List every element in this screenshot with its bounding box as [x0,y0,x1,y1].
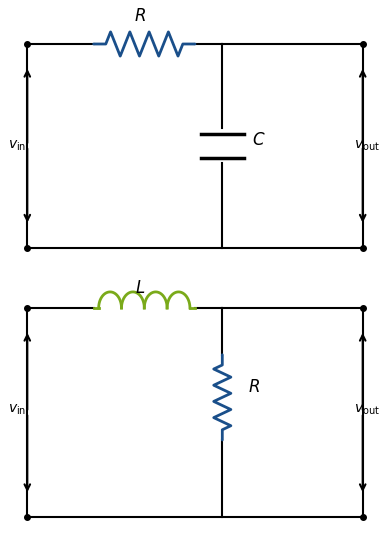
Text: $R$: $R$ [135,8,146,25]
Text: $C$: $C$ [252,132,265,148]
Text: $v_{\mathregular{out}}$: $v_{\mathregular{out}}$ [355,139,380,153]
Text: $v_{\mathregular{in}}$: $v_{\mathregular{in}}$ [8,403,26,417]
Text: $R$: $R$ [248,379,260,396]
Text: $v_{\mathregular{out}}$: $v_{\mathregular{out}}$ [355,403,380,417]
Text: $L$: $L$ [135,280,145,297]
Text: $v_{\mathregular{in}}$: $v_{\mathregular{in}}$ [8,139,26,153]
